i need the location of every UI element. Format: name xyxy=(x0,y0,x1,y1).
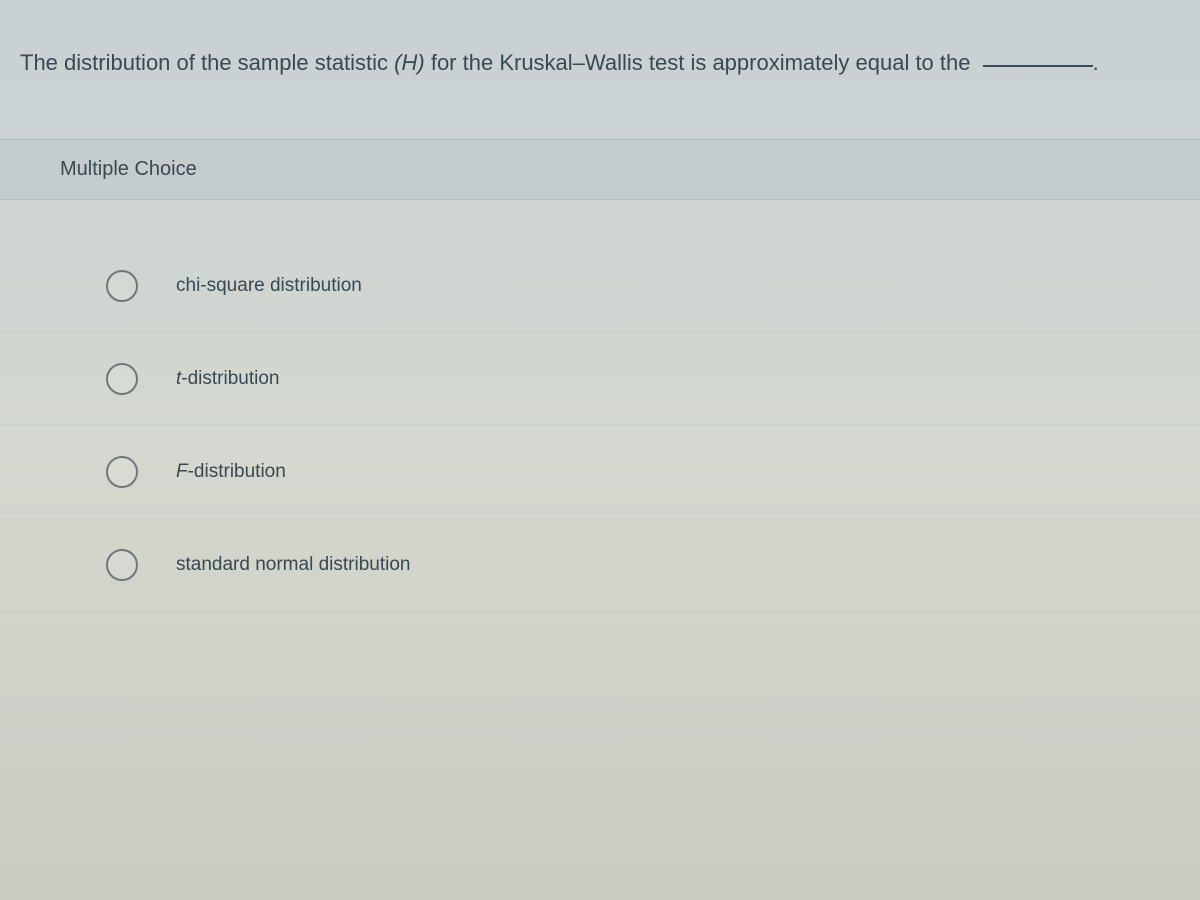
option-label: F-distribution xyxy=(176,461,286,483)
radio-icon[interactable] xyxy=(106,456,138,488)
radio-icon[interactable] xyxy=(106,270,138,302)
options-list: chi-square distribution t-distribution F… xyxy=(0,200,1200,612)
section-header: Multiple Choice xyxy=(0,139,1200,200)
option-row[interactable]: chi-square distribution xyxy=(0,240,1200,333)
option-label: t-distribution xyxy=(176,368,280,390)
option-row[interactable]: standard normal distribution xyxy=(0,519,1200,612)
section-title: Multiple Choice xyxy=(60,158,197,180)
question-period: . xyxy=(1093,50,1099,75)
question-prefix: The distribution of the sample statistic xyxy=(20,50,394,75)
option-text: chi-square distribution xyxy=(176,275,362,296)
blank-line xyxy=(983,65,1093,67)
option-row[interactable]: t-distribution xyxy=(0,333,1200,426)
option-italic-prefix: F xyxy=(176,461,188,482)
question-suffix: for the Kruskal–Wallis test is approxima… xyxy=(425,50,977,75)
option-text: standard normal distribution xyxy=(176,554,410,575)
option-row[interactable]: F-distribution xyxy=(0,426,1200,519)
option-text: -distribution xyxy=(181,368,279,389)
option-text: -distribution xyxy=(188,461,286,482)
option-label: standard normal distribution xyxy=(176,554,410,576)
question-italic: (H) xyxy=(394,50,425,75)
question-text: The distribution of the sample statistic… xyxy=(0,48,1200,139)
quiz-container: The distribution of the sample statistic… xyxy=(0,0,1200,900)
option-label: chi-square distribution xyxy=(176,275,362,297)
radio-icon[interactable] xyxy=(106,363,138,395)
radio-icon[interactable] xyxy=(106,549,138,581)
